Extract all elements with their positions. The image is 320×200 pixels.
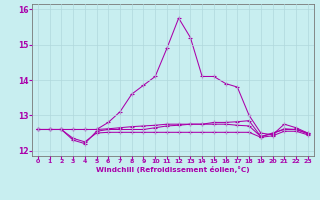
X-axis label: Windchill (Refroidissement éolien,°C): Windchill (Refroidissement éolien,°C) xyxy=(96,166,250,173)
